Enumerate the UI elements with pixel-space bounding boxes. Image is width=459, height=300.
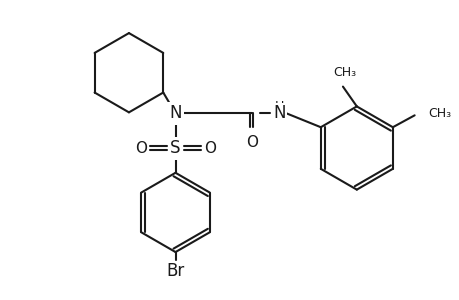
Text: O: O [134,140,146,155]
Text: S: S [170,139,180,157]
Text: CH₃: CH₃ [428,107,451,120]
Text: N: N [169,104,181,122]
Text: Br: Br [166,262,184,280]
Text: H: H [274,100,284,113]
Text: CH₃: CH₃ [333,66,356,79]
Text: O: O [204,140,216,155]
Text: N: N [273,104,285,122]
Text: O: O [245,135,257,150]
